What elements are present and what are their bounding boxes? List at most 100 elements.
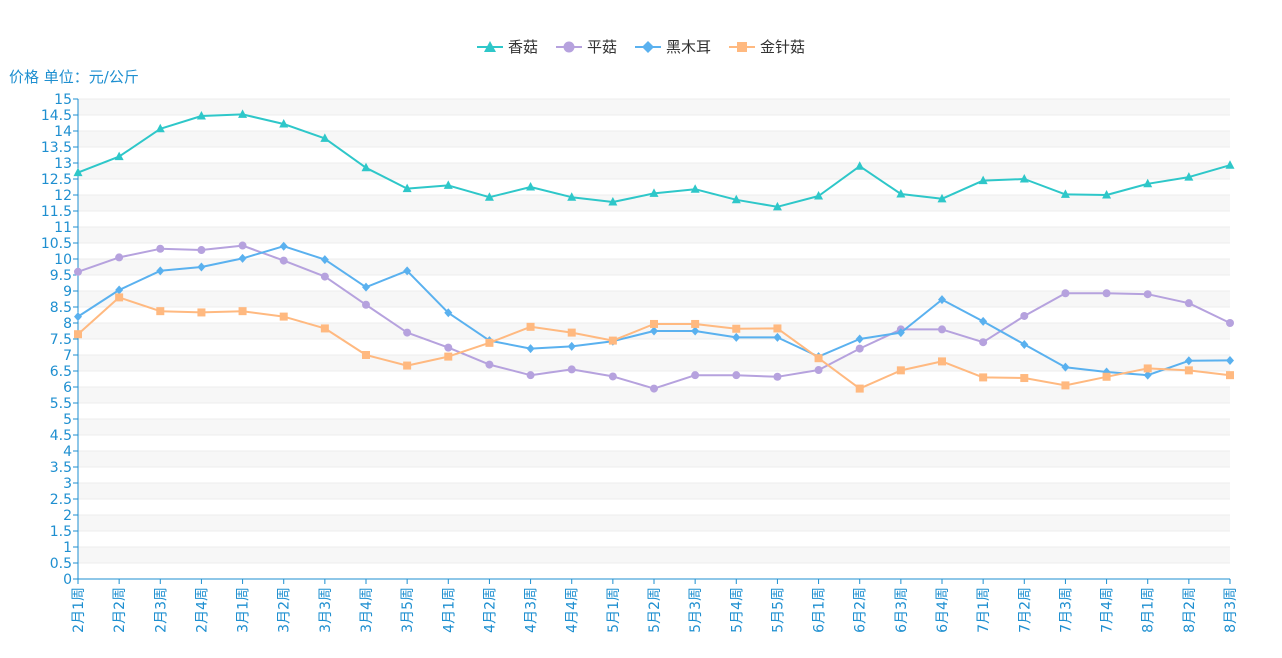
data-point-triangle — [155, 123, 165, 133]
data-point-square — [403, 361, 412, 370]
data-point-diamond — [1226, 355, 1234, 365]
data-point-triangle — [1143, 178, 1153, 188]
x-tick-label: 4月4周 — [565, 587, 581, 633]
data-point-triangle — [402, 183, 412, 193]
data-point-circle — [567, 365, 576, 374]
grid-band — [78, 291, 1230, 307]
data-point-square — [896, 366, 905, 375]
legend-label: 金针菇 — [760, 38, 806, 56]
data-point-triangle — [978, 175, 988, 185]
data-point-square — [115, 293, 124, 302]
data-point-triangle — [1102, 190, 1112, 199]
grid-band — [78, 451, 1230, 467]
data-point-diamond — [1061, 362, 1070, 372]
x-tick-label: 6月4周 — [935, 587, 951, 633]
legend-item-heimuer[interactable]: 黑木耳 — [635, 36, 711, 57]
x-tick-label: 2月2周 — [112, 587, 128, 633]
grid-band — [78, 387, 1230, 403]
legend-item-jinzhengu[interactable]: 金针菇 — [729, 36, 805, 57]
data-point-square — [362, 351, 370, 359]
y-tick-label: 9 — [63, 284, 72, 300]
data-point-square — [608, 336, 617, 345]
circle-marker-icon — [555, 41, 582, 52]
y-tick-label: 5.5 — [50, 396, 72, 412]
grid-band — [78, 259, 1230, 275]
data-point-square — [650, 319, 658, 328]
x-tick-label: 5月5周 — [770, 587, 786, 633]
data-point-circle — [115, 253, 124, 262]
data-point-square — [320, 324, 329, 333]
data-point-square — [1061, 381, 1070, 390]
data-point-square — [197, 308, 206, 317]
legend-label: 黑木耳 — [666, 38, 712, 56]
y-tick-label: 4 — [63, 444, 72, 460]
data-point-circle — [814, 366, 823, 375]
data-point-square — [732, 324, 741, 333]
data-point-square — [855, 384, 864, 393]
data-point-circle — [1143, 290, 1152, 299]
x-tick-label: 5月1周 — [606, 587, 622, 633]
data-point-circle — [279, 256, 288, 265]
y-tick-label: 1.5 — [50, 524, 72, 540]
data-point-triangle — [526, 182, 536, 191]
x-tick-label: 7月3周 — [1058, 587, 1074, 633]
legend-label: 平菇 — [586, 38, 617, 56]
data-point-triangle — [73, 167, 83, 177]
data-point-triangle — [814, 190, 824, 200]
x-tick-label: 3月4周 — [359, 587, 375, 633]
data-point-square — [238, 307, 247, 316]
data-point-square — [1226, 371, 1234, 380]
data-point-diamond — [238, 253, 247, 263]
y-axis-title: 价格 单位：元/公斤 — [9, 68, 139, 86]
data-point-triangle — [443, 180, 453, 189]
y-tick-label: 11.5 — [41, 204, 72, 220]
data-point-triangle — [1225, 160, 1235, 169]
x-tick-label: 5月3周 — [688, 587, 704, 633]
x-tick-label: 6月1周 — [812, 587, 828, 633]
legend-item-pinggu[interactable]: 平菇 — [555, 36, 617, 57]
data-point-circle — [732, 371, 741, 380]
data-point-diamond — [156, 266, 165, 276]
y-tick-label: 4.5 — [50, 428, 72, 444]
triangle-marker-icon — [476, 40, 503, 52]
data-point-triangle — [361, 162, 371, 172]
data-point-triangle — [1019, 174, 1029, 183]
x-tick-label: 8月1周 — [1141, 587, 1157, 633]
x-tick-label: 7月2周 — [1017, 587, 1033, 633]
y-tick-label: 14 — [54, 124, 72, 140]
data-point-diamond — [197, 262, 206, 272]
data-point-square — [156, 307, 165, 316]
y-tick-label: 7.5 — [50, 332, 72, 348]
data-point-diamond — [691, 326, 700, 336]
x-tick-label: 8月2周 — [1182, 587, 1198, 633]
data-point-diamond — [320, 255, 329, 265]
diamond-marker-icon — [635, 40, 661, 53]
y-tick-label: 0 — [63, 572, 72, 588]
y-tick-label: 6 — [63, 380, 72, 396]
y-tick-label: 8.5 — [50, 300, 72, 316]
data-point-diamond — [896, 328, 905, 338]
y-tick-label: 10 — [54, 252, 72, 268]
legend-label: 香菇 — [507, 38, 538, 56]
data-point-circle — [979, 338, 988, 347]
y-tick-label: 14.5 — [41, 108, 72, 124]
y-tick-label: 13.5 — [41, 140, 72, 156]
data-point-circle — [1184, 299, 1193, 308]
x-tick-label: 2月3周 — [153, 587, 169, 633]
x-tick-label: 8月3周 — [1223, 587, 1239, 633]
data-point-diamond — [526, 344, 535, 354]
data-point-circle — [74, 267, 82, 276]
data-point-circle — [938, 325, 946, 334]
data-point-triangle — [320, 133, 330, 142]
data-point-triangle — [896, 189, 906, 198]
y-tick-label: 3.5 — [50, 460, 72, 476]
data-point-circle — [485, 360, 494, 369]
data-point-triangle — [567, 192, 577, 201]
x-tick-label: 3月2周 — [277, 587, 293, 633]
y-tick-label: 2 — [63, 508, 72, 524]
y-tick-label: 3 — [63, 476, 72, 492]
data-point-circle — [1061, 289, 1070, 298]
legend-item-xianggu[interactable]: 香菇 — [476, 36, 538, 57]
x-tick-label: 2月1周 — [71, 587, 87, 633]
